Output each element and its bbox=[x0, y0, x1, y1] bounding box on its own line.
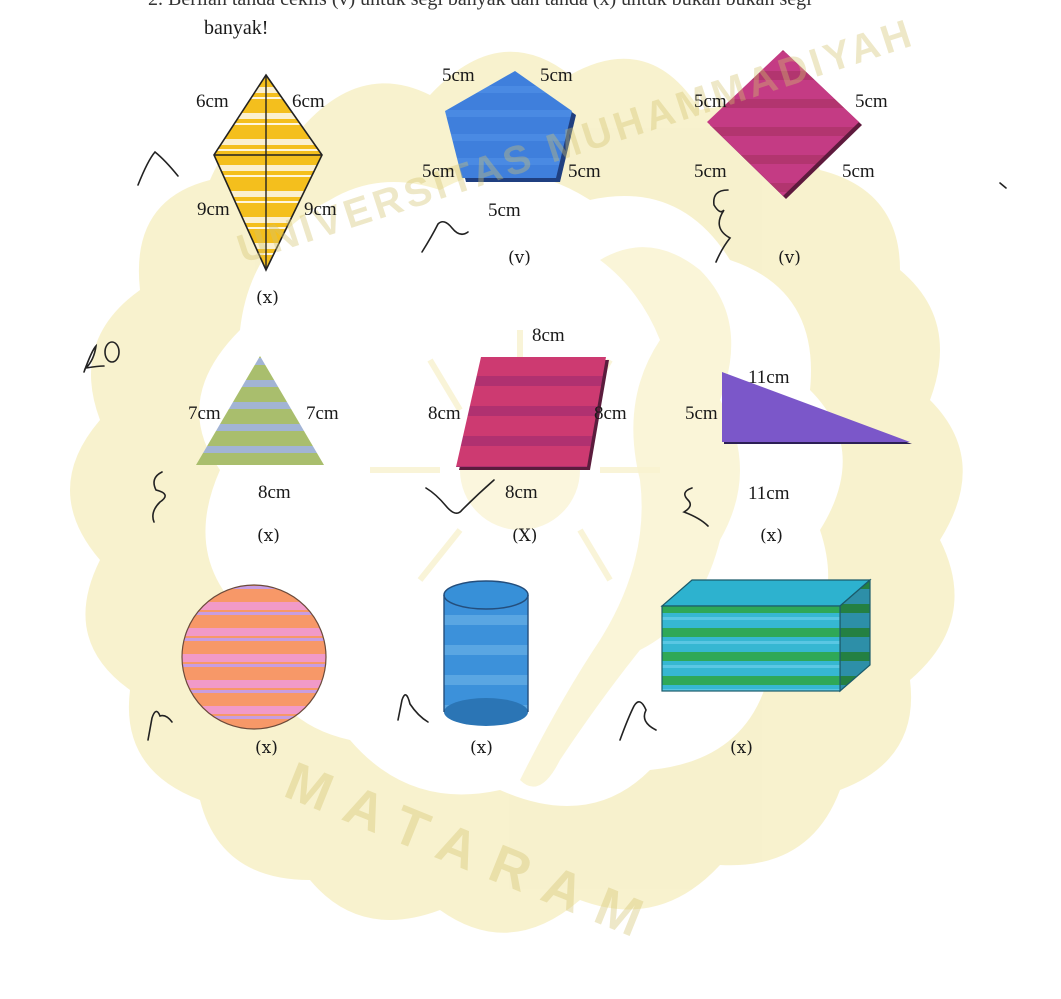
pentagon-label-mid-right: 5cm bbox=[568, 161, 601, 182]
right-triangle-label-left: 5cm bbox=[685, 403, 718, 424]
handwritten-marks bbox=[83, 150, 1007, 741]
pentagon-shape bbox=[445, 71, 576, 182]
kite-label-top-right: 6cm bbox=[292, 91, 325, 112]
signature-right-triangle bbox=[682, 487, 709, 527]
score-zero bbox=[104, 341, 120, 363]
signature-kite bbox=[137, 150, 179, 186]
rhombus-answer-mark: (v) bbox=[778, 248, 801, 268]
kite-shape bbox=[213, 73, 323, 272]
parallelogram-label-left: 8cm bbox=[428, 403, 461, 424]
signature-rhombus bbox=[712, 189, 732, 263]
signature-cylinder bbox=[397, 694, 429, 723]
right-triangle-label-top: 11cm bbox=[748, 367, 790, 388]
parallelogram-label-top: 8cm bbox=[532, 325, 565, 346]
kite-label-bottom-left: 9cm bbox=[197, 199, 230, 220]
rhombus-label-top-right: 5cm bbox=[855, 91, 888, 112]
cylinder-answer-mark: (x) bbox=[470, 738, 493, 758]
pentagon-label-top-right: 5cm bbox=[540, 65, 573, 86]
pentagon-label-mid-left: 5cm bbox=[422, 161, 455, 182]
cuboid-shape bbox=[660, 578, 872, 693]
signature-pentagon bbox=[421, 220, 469, 253]
pentagon-answer-mark: (v) bbox=[508, 248, 531, 268]
triangle-label-right: 7cm bbox=[306, 403, 339, 424]
pentagon-label-top-left: 5cm bbox=[442, 65, 475, 86]
triangle-answer-mark: (x) bbox=[257, 526, 280, 546]
parallelogram-shape bbox=[456, 357, 609, 470]
parallelogram-label-right: 8cm bbox=[594, 403, 627, 424]
parallelogram-answer-mark: (X) bbox=[512, 526, 538, 546]
score-four bbox=[83, 343, 105, 373]
circle-answer-mark: (x) bbox=[255, 738, 278, 758]
circle-shape bbox=[181, 584, 327, 730]
kite-answer-mark: (x) bbox=[256, 288, 279, 308]
triangle-label-left: 7cm bbox=[188, 403, 221, 424]
right-triangle-label-bottom: 11cm bbox=[748, 483, 790, 504]
kite-label-bottom-right: 9cm bbox=[304, 199, 337, 220]
triangle-label-bottom: 8cm bbox=[258, 482, 291, 503]
kite-label-top-left: 6cm bbox=[196, 91, 229, 112]
right-triangle-answer-mark: (x) bbox=[760, 526, 783, 546]
cylinder-shape bbox=[443, 580, 529, 726]
signature-cuboid bbox=[619, 701, 657, 741]
cuboid-answer-mark: (x) bbox=[730, 738, 753, 758]
rhombus-shape bbox=[707, 50, 862, 199]
question-line-1: 2. Berilah tanda ceklis (v) untuk segi b… bbox=[148, 0, 812, 9]
parallelogram-label-bottom: 8cm bbox=[505, 482, 538, 503]
rhombus-label-bottom-right: 5cm bbox=[842, 161, 875, 182]
rhombus-label-top-left: 5cm bbox=[694, 91, 727, 112]
signature-triangle bbox=[152, 471, 166, 523]
rhombus-label-bottom-left: 5cm bbox=[694, 161, 727, 182]
signature-parallelogram bbox=[425, 479, 495, 514]
pentagon-label-bottom: 5cm bbox=[488, 200, 521, 221]
signature-circle bbox=[147, 710, 173, 741]
isosceles-triangle-shape bbox=[196, 356, 324, 465]
stray-mark bbox=[999, 182, 1007, 189]
question-line-2: banyak! bbox=[204, 17, 269, 39]
right-triangle-shape bbox=[722, 372, 912, 444]
